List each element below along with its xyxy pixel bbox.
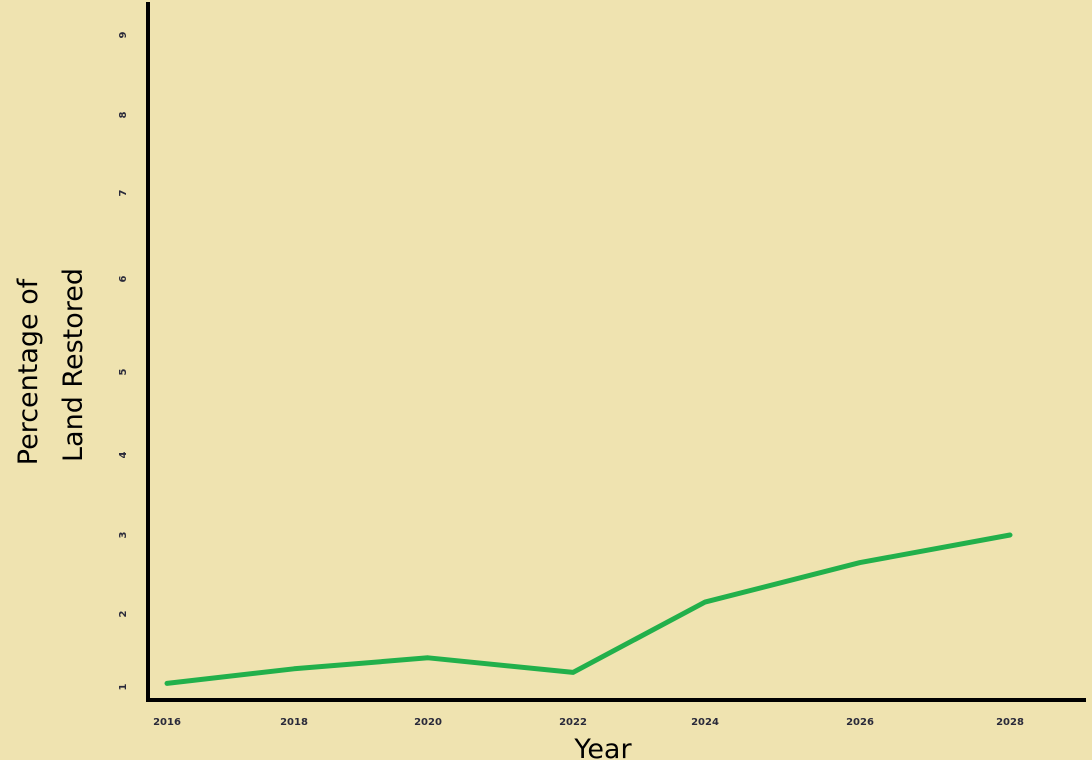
y-tick-label: 1: [118, 683, 129, 690]
series-line: [164, 532, 1013, 686]
x-tick-label: 2022: [559, 717, 587, 728]
y-tick-label: 4: [118, 451, 129, 458]
x-tick-label: 2028: [996, 717, 1024, 728]
x-tick-label: 2024: [691, 717, 719, 728]
y-tick-label: 8: [118, 111, 129, 118]
y-tick-label: 2: [118, 610, 129, 617]
x-tick-label: 2016: [153, 717, 181, 728]
y-tick-label: 9: [118, 31, 129, 38]
y-tick-labels: 1 2 3 4 5 6 7 8 9: [118, 31, 129, 690]
y-tick-label: 5: [118, 368, 129, 375]
x-tick-labels: 2016 2018 2020 2022 2024 2026 2028: [153, 717, 1024, 728]
x-tick-label: 2026: [846, 717, 874, 728]
series-group: [164, 532, 1013, 686]
y-axis-title-line-1: Percentage of: [13, 277, 44, 465]
x-axis-title: Year: [573, 734, 632, 760]
x-tick-label: 2020: [414, 717, 442, 728]
y-tick-label: 7: [118, 189, 129, 196]
x-tick-label: 2018: [280, 717, 308, 728]
y-tick-label: 3: [118, 531, 129, 538]
y-axis-title-line-2: Land Restored: [58, 268, 89, 462]
y-tick-label: 6: [118, 275, 129, 282]
